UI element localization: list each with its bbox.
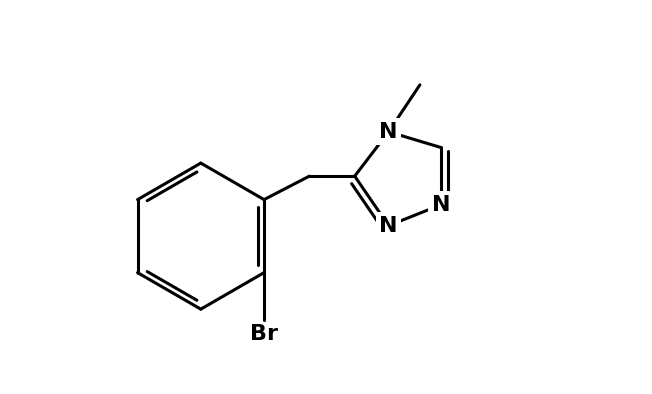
Text: N: N — [379, 122, 398, 142]
Text: Br: Br — [250, 324, 278, 344]
Text: N: N — [379, 216, 398, 236]
Text: N: N — [432, 195, 450, 215]
